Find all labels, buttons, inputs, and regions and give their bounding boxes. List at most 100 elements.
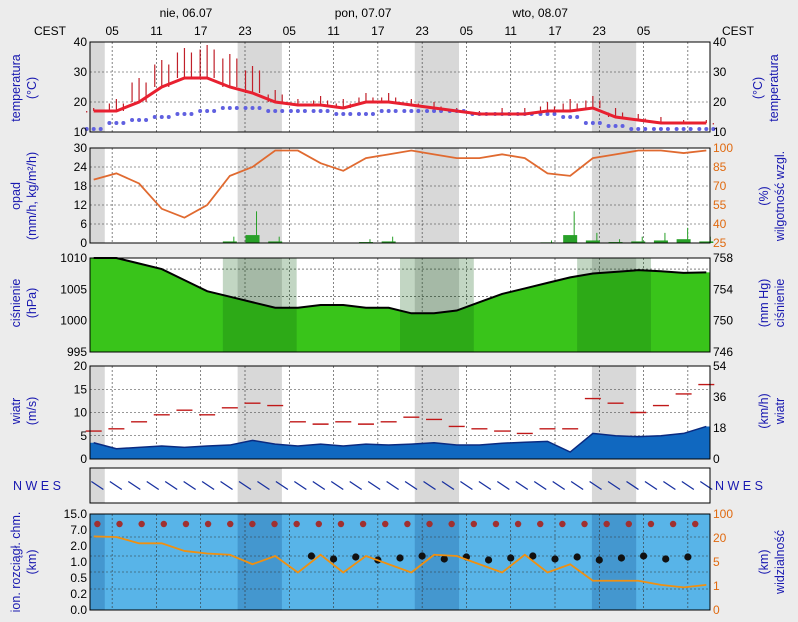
night-band — [237, 148, 282, 243]
dewpoint-point — [198, 109, 203, 113]
wind-direction-arrow — [644, 480, 658, 491]
tick-label-right: 750 — [713, 314, 733, 328]
compass-right: N W E S — [715, 479, 763, 493]
dewpoint-point — [266, 109, 271, 113]
dewpoint-point — [152, 115, 157, 119]
high-cloud-point — [337, 520, 345, 528]
cloud-unit-left: (km) — [25, 550, 39, 575]
wind-direction-arrow — [460, 480, 473, 491]
plot-border — [89, 257, 711, 353]
tick-label-right: 40 — [713, 35, 727, 49]
precipitation-bar — [563, 235, 578, 243]
dewpoint-point — [665, 127, 670, 131]
precip-unit-left: (mm/h, kg/m²/h) — [25, 152, 39, 240]
dewpoint-point — [674, 127, 679, 131]
hour-label: 23 — [238, 24, 252, 38]
high-cloud-point — [669, 520, 677, 528]
wind-ylabel-left: wiatr — [9, 398, 23, 425]
dewpoint-point — [583, 121, 588, 125]
day-labels: nie, 06.07 pon, 07.07 wto, 08.07 — [160, 6, 569, 20]
wind-direction-arrow — [533, 480, 547, 491]
high-cloud-point — [160, 520, 168, 528]
tick-label-right: 754 — [713, 282, 733, 296]
tick-label-left: 10 — [74, 406, 88, 420]
tick-label-left: 2.0 — [70, 539, 87, 553]
dewpoint-point — [212, 109, 217, 113]
dewpoint-point — [159, 115, 164, 119]
low-cloud-point — [662, 555, 670, 563]
wind-speed-area — [90, 426, 710, 459]
dewpoint-point — [552, 112, 557, 116]
low-cloud-point — [573, 553, 581, 561]
wind-ylabel-right: wiatr — [773, 398, 787, 425]
tick-label-left: 7.0 — [70, 523, 87, 537]
tick-label-right: 85 — [713, 160, 727, 174]
night-band — [414, 514, 460, 610]
wind-direction-panel — [89, 467, 713, 504]
tick-label-left: 1000 — [60, 314, 87, 328]
dewpoint-point — [561, 115, 566, 119]
plot-border — [89, 41, 711, 133]
wind-direction-arrow — [367, 480, 381, 491]
direction-compass-labels: N W E S N W E S — [13, 479, 763, 493]
pressure-panel: 1010 1005 1000 995 758 754 750 746 — [60, 251, 733, 359]
hour-label: 11 — [327, 24, 340, 38]
high-cloud-point — [603, 520, 610, 528]
dewpoint-point — [220, 106, 225, 110]
tick-label-left: 995 — [67, 345, 87, 359]
night-band — [591, 148, 637, 243]
wind-speed-line — [93, 425, 707, 453]
low-cloud-point — [440, 555, 448, 563]
dewpoint-point — [234, 106, 239, 110]
dewpoint-point — [416, 109, 421, 113]
dewpoint-point — [334, 112, 339, 116]
low-cloud-point — [484, 556, 493, 564]
wind-direction-arrow — [201, 480, 215, 491]
wind-axis-titles: wiatr (m/s) (km/h) wiatr — [9, 393, 787, 428]
pressure-unit-left: (hPa) — [25, 288, 39, 319]
tick-label-left: 1005 — [60, 282, 87, 296]
hour-label: 23 — [593, 24, 607, 38]
day-label: wto, 08.07 — [512, 6, 569, 20]
dewpoint-point — [688, 127, 693, 131]
precipitation-bar — [222, 241, 237, 243]
hour-label: 11 — [150, 24, 163, 38]
tick-label-right: 18 — [713, 421, 727, 435]
wind-direction-arrow — [146, 480, 160, 491]
low-cloud-point — [307, 552, 316, 560]
low-cloud-point — [529, 552, 537, 560]
dewpoint-point — [288, 109, 293, 113]
pressure-ylabel-right: ciśnienie — [773, 279, 787, 328]
dewpoint-point — [250, 106, 255, 110]
high-cloud-point — [382, 520, 389, 528]
tick-label-right: 25 — [713, 236, 727, 250]
high-cloud-point — [514, 520, 522, 528]
plot-border — [89, 147, 711, 244]
tick-label-right: 20 — [713, 95, 727, 109]
tick-label-left: 6 — [80, 217, 87, 231]
high-cloud-point — [625, 520, 633, 528]
low-cloud-point — [617, 554, 626, 562]
temperature-unit-left: (°C) — [25, 77, 39, 99]
tick-label-left: 0.2 — [70, 587, 87, 601]
dewpoint-point — [393, 109, 398, 113]
tick-label-right: 55 — [713, 198, 727, 212]
tick-label-right: 30 — [713, 65, 727, 79]
temperature-panel: 40 30 20 10 40 30 20 10 — [74, 35, 727, 139]
high-cloud-point — [227, 520, 234, 528]
humidity-unit-right: (%) — [757, 186, 771, 205]
temperature-axis-titles: temperatura (°C) (°C) temperatura — [9, 54, 781, 121]
high-cloud-point — [182, 520, 190, 528]
precip-axis-titles: opad (mm/h, kg/m²/h) (%) wilgotność wzgl… — [9, 151, 787, 242]
wind-direction-arrow — [293, 480, 307, 491]
low-cloud-point — [507, 554, 515, 562]
tick-label-left: 0 — [80, 452, 87, 466]
dewpoint-point — [425, 109, 430, 113]
dewpoint-point — [257, 106, 262, 110]
night-band — [90, 366, 105, 459]
dewpoint-point — [243, 106, 248, 110]
low-cloud-point — [551, 555, 559, 563]
high-cloud-point — [315, 520, 323, 528]
pressure-unit-right: (mm Hg) — [757, 279, 771, 328]
high-cloud-point — [116, 520, 123, 528]
